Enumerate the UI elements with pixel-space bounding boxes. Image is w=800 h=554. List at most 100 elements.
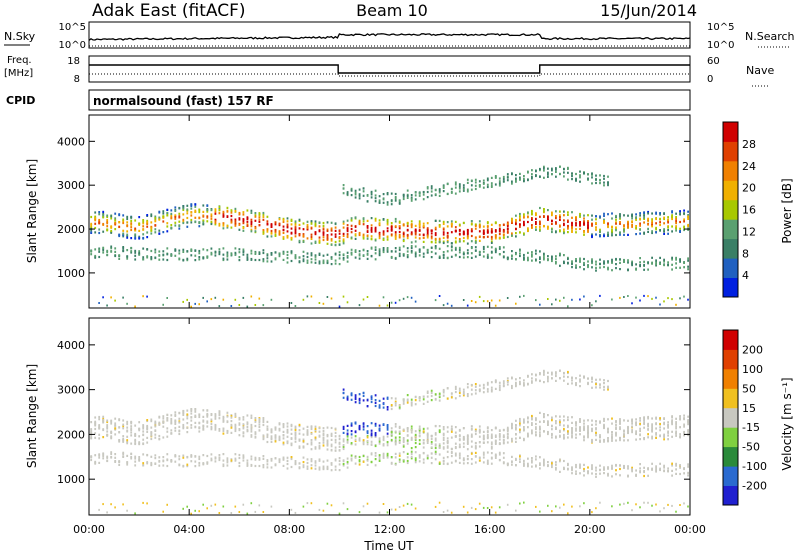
power-cell [519,212,521,216]
power-cell [523,257,525,260]
velocity-cell [442,426,445,429]
velocity-cell [631,466,633,469]
power-cell [474,301,477,304]
velocity-cell [486,507,489,509]
velocity-cell [635,432,637,435]
velocity-cell [591,472,593,475]
velocity-cell [94,432,97,435]
power-cell [390,225,393,228]
velocity-cell [442,432,445,435]
power-cell [647,212,649,215]
velocity-cell [130,431,133,434]
power-cell [370,227,373,230]
power-cell [190,254,193,257]
power-cell [595,218,597,221]
power-cell [434,233,437,237]
velocity-cell [194,465,197,468]
power-cell [94,211,97,214]
velocity-cell [94,427,97,431]
velocity-cell [382,435,385,438]
power-cell [535,221,537,224]
velocity-cell [310,427,313,431]
power-cell [474,178,477,181]
power-cell [591,176,593,179]
velocity-colorbar-segment [723,427,738,448]
velocity-cell [659,426,661,429]
velocity-cell [643,501,645,504]
power-cell [398,199,401,202]
velocity-cell [98,461,101,464]
power-cell [547,175,549,178]
power-cell [627,295,629,297]
power-cell [126,221,129,224]
velocity-cell [238,464,241,468]
velocity-colorbar-tick: -200 [742,480,767,493]
velocity-cell [386,408,389,411]
power-cell [158,229,161,232]
velocity-cell [126,420,129,423]
power-cell [502,256,505,259]
power-cell [138,222,141,225]
power-cell [198,249,201,253]
power-cell [591,235,593,238]
velocity-cell [414,446,417,449]
velocity-cell [178,425,181,428]
power-cell [334,222,337,225]
velocity-cell [122,503,124,506]
power-cell [531,226,533,229]
velocity-cell [607,466,609,469]
velocity-cell [627,429,629,432]
velocity-cell [446,462,449,466]
velocity-cell [90,456,93,459]
power-cell [502,250,505,254]
power-cell [218,212,221,215]
power-cell [442,186,445,189]
power-cell [450,242,453,245]
velocity-cell [587,472,589,475]
velocity-cell [398,460,401,463]
power-cell [158,258,161,261]
velocity-cell [438,501,441,504]
power-cell [603,262,605,265]
power-cell [286,230,289,233]
velocity-cell [386,424,389,427]
velocity-cell [523,437,525,440]
velocity-cell [114,456,117,459]
power-cell [506,221,509,224]
power-cell [603,265,605,269]
power-cell [643,211,645,214]
power-cell [202,219,205,222]
power-cell [687,214,689,217]
velocity-cell [230,424,233,428]
velocity-cell [262,464,265,467]
power-cell [567,211,569,214]
velocity-cell [430,440,433,444]
velocity-cell [134,457,137,460]
velocity-ytick-label: 1000 [57,473,85,486]
power-cell [511,254,513,257]
velocity-cell [166,413,169,416]
power-cell [238,217,241,220]
velocity-cell [450,448,453,451]
power-cell [278,230,281,233]
velocity-cell [458,391,461,395]
power-cell [426,232,429,235]
power-cell [623,260,625,263]
power-cell [394,197,397,200]
power-cell [635,296,637,299]
power-cell [446,245,449,248]
power-cell [286,234,289,238]
velocity-cell [286,459,289,462]
power-cell [563,167,565,170]
power-cell [474,181,477,184]
velocity-cell [210,457,213,460]
power-cell [346,233,349,236]
power-cell [298,218,301,221]
velocity-cell [675,432,677,435]
power-cell [354,191,357,194]
velocity-cell [470,388,473,391]
power-colorbar-tick: 20 [742,182,756,195]
power-cell [490,230,493,233]
power-cell [114,217,117,220]
velocity-cell [270,505,273,508]
